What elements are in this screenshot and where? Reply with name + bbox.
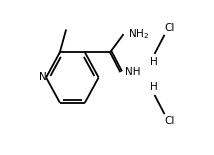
Text: Cl: Cl bbox=[165, 116, 175, 126]
Text: N: N bbox=[39, 73, 47, 82]
Text: H: H bbox=[150, 82, 158, 92]
Text: NH$_2$: NH$_2$ bbox=[128, 27, 149, 41]
Text: NH: NH bbox=[125, 67, 140, 77]
Text: H: H bbox=[150, 57, 158, 67]
Text: Cl: Cl bbox=[165, 23, 175, 33]
